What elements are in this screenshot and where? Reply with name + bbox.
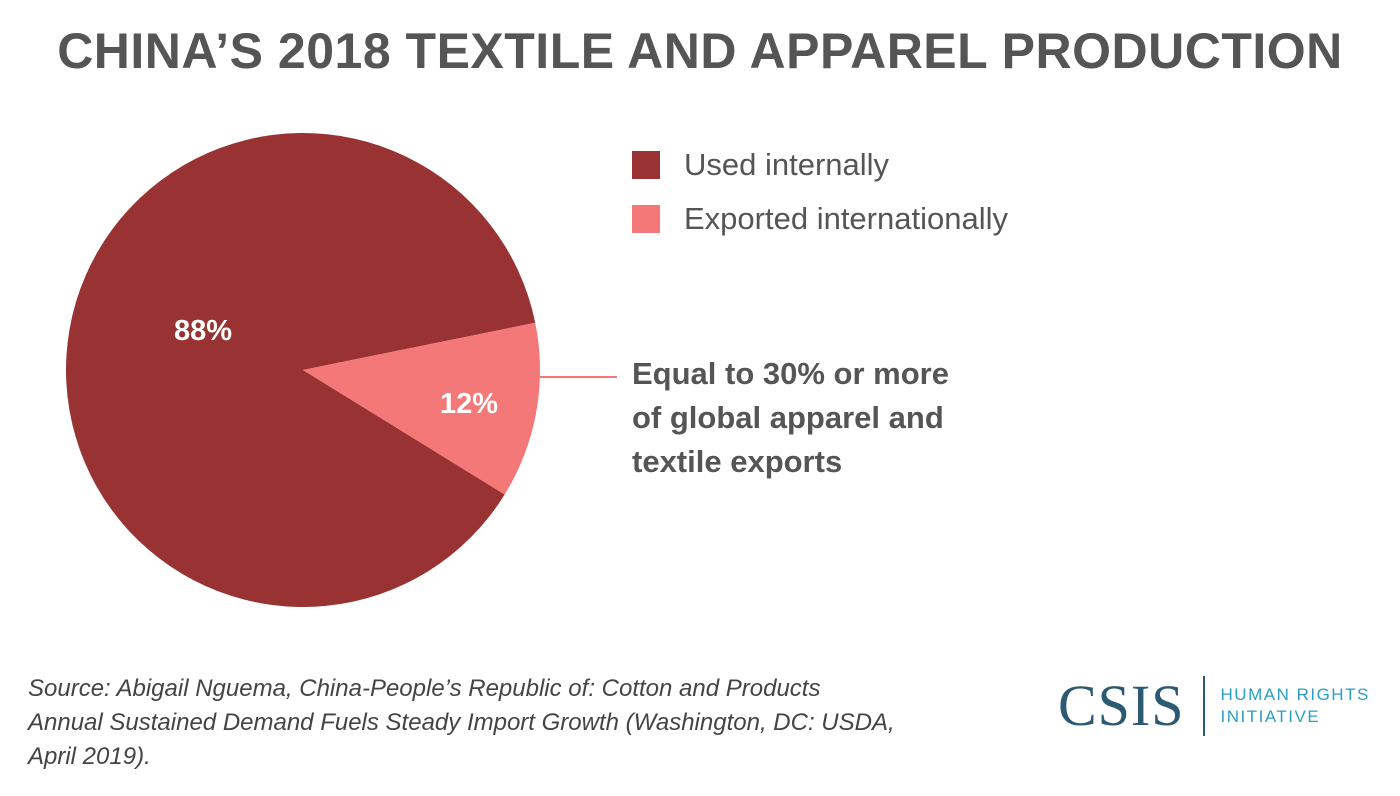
annotation-line: textile exports [632, 444, 843, 479]
pie-slice-used-internally [65, 133, 536, 608]
legend: Used internally Exported internationally [632, 138, 1008, 246]
logo-mark: CSIS [1058, 673, 1185, 738]
logo-subtitle-line: HUMAN RIGHTS [1220, 685, 1370, 704]
logo-subtitle-line: INITIATIVE [1220, 707, 1321, 726]
annotation-text: Equal to 30% or more of global apparel a… [632, 352, 1052, 484]
legend-swatch-exported-internationally [632, 205, 660, 233]
annotation-line: of global apparel and [632, 400, 944, 435]
chart-title: CHINA’S 2018 TEXTILE AND APPAREL PRODUCT… [57, 23, 1343, 79]
legend-label: Used internally [684, 147, 890, 182]
pie-label-exported-internationally: 12% [440, 388, 498, 420]
legend-item-exported-internationally: Exported internationally [632, 192, 1008, 246]
legend-swatch-used-internally [632, 151, 660, 179]
pie-slices [65, 133, 540, 608]
logo-subtitle: HUMAN RIGHTS INITIATIVE [1221, 684, 1370, 728]
legend-item-used-internally: Used internally [632, 138, 1008, 192]
source-line: April 2019). [28, 743, 151, 770]
legend-label: Exported internationally [684, 201, 1008, 236]
logo-divider [1202, 676, 1205, 736]
annotation-line: Equal to 30% or more [632, 356, 949, 391]
pie-slice-exported-internationally [303, 322, 540, 495]
pie-labels: 88% 12% [174, 315, 498, 420]
pie-label-used-internally: 88% [174, 315, 232, 347]
source-note: Source: Abigail Nguema, China-People’s R… [28, 672, 988, 774]
source-line: Annual Sustained Demand Fuels Steady Imp… [28, 709, 895, 736]
source-line: Source: Abigail Nguema, China-People’s R… [28, 675, 821, 702]
csis-logo: CSIS HUMAN RIGHTS INITIATIVE [1058, 676, 1370, 736]
